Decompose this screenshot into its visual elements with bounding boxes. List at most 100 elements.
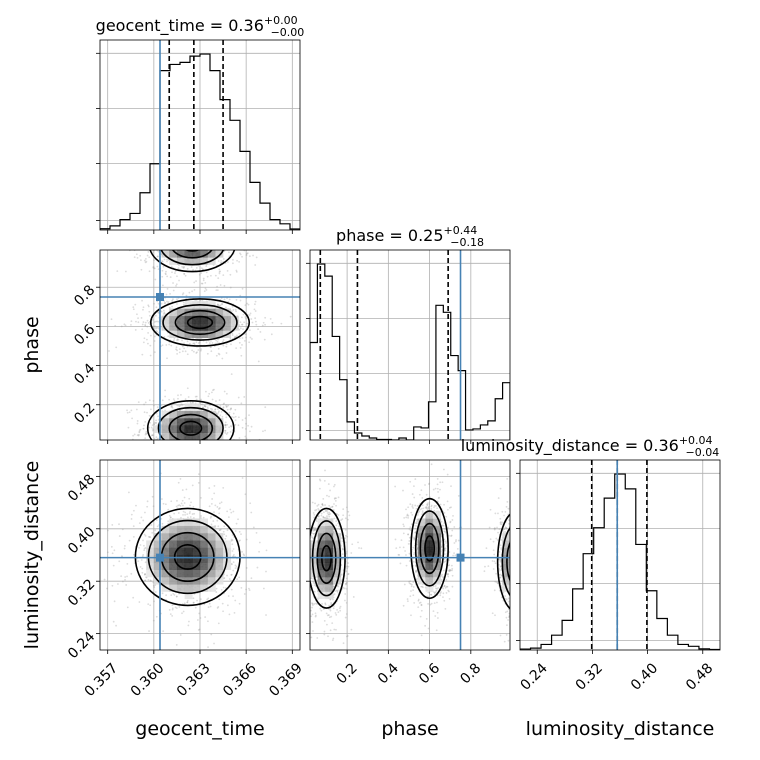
sample-point [140,259,142,262]
sample-point [344,616,347,619]
sample-point [141,299,143,302]
sample-point [220,444,222,446]
sample-point [212,447,214,449]
sample-point [227,448,229,450]
sample-point [139,428,142,431]
panel-geocent_time-vs-luminosity_distance [96,459,301,654]
sample-point [152,450,154,452]
sample-point [244,304,247,307]
density-cell [169,555,178,563]
sample-point [165,344,168,346]
sample-point [204,405,207,408]
sample-point [144,420,147,423]
sample-point [313,516,316,519]
sample-point [172,398,175,400]
sample-point [314,612,317,615]
density-cell [192,518,201,527]
sample-point [229,430,232,433]
sample-point [324,603,327,606]
density-cell [169,315,178,324]
sample-point [218,512,221,515]
sample-point [214,504,217,507]
sample-point [319,479,322,482]
sample-point [216,285,218,288]
sample-point [173,217,175,219]
sample-point [234,415,237,418]
density-cell [200,410,208,419]
sample-point [203,228,205,230]
sample-point [132,596,135,599]
sample-point [178,606,181,608]
density-cell [176,432,185,440]
sample-point [140,559,143,561]
sample-point [169,443,171,445]
sample-point [212,230,214,232]
sample-point [180,454,182,456]
sample-point [206,221,208,223]
sample-point [149,334,152,337]
sample-point [318,478,321,481]
sample-point [178,233,180,235]
sample-point [192,350,195,353]
sample-point [151,434,154,437]
sample-point [416,505,419,507]
sample-point [195,233,197,235]
sample-point [221,357,224,360]
sample-point [203,405,206,407]
sample-point [341,553,344,556]
sample-point [174,272,176,274]
sample-point [163,336,166,338]
sample-point [201,232,203,234]
density-cell [207,555,216,563]
sample-point [203,237,205,239]
sample-point [245,567,248,569]
sample-point [315,527,317,530]
sample-point [302,596,304,598]
sample-point [307,609,309,611]
sample-point [165,452,167,454]
sample-point [207,245,209,247]
sample-point [204,226,206,228]
sample-point [176,303,178,305]
sample-point [169,234,171,236]
sample-point [341,518,344,521]
sample-point [170,237,172,239]
sample-point [204,226,206,228]
sample-point [215,354,218,357]
sample-point [156,525,159,528]
sample-point [184,511,187,514]
sample-point [313,529,316,531]
sample-point [135,253,138,256]
sample-point [307,537,309,539]
sample-point [262,225,264,227]
sample-point [161,234,163,236]
sample-point [173,466,175,468]
sample-point [185,240,187,242]
panel-title: geocent_time = 0.36+0.00 −0.00 [96,14,305,39]
sample-point [140,317,143,319]
sample-point [167,467,169,469]
sample-point [220,410,223,413]
sample-point [186,231,188,233]
sample-point [169,516,172,519]
sample-point [248,329,251,332]
sample-point [248,237,250,239]
sample-point [219,239,221,241]
contour-line [174,309,226,336]
sample-point [217,238,219,240]
sample-point [167,301,170,303]
sample-point [213,485,216,487]
sample-point [202,441,204,443]
sample-point [344,583,347,586]
density-cell [215,562,224,570]
sample-point [313,528,316,531]
sample-point [233,235,235,237]
sample-point [176,349,178,352]
sample-point [121,555,123,558]
sample-point [186,226,188,228]
sample-point [184,245,186,247]
sample-point [178,246,180,248]
sample-point [210,350,213,353]
sample-point [333,485,335,488]
sample-point [146,319,149,322]
